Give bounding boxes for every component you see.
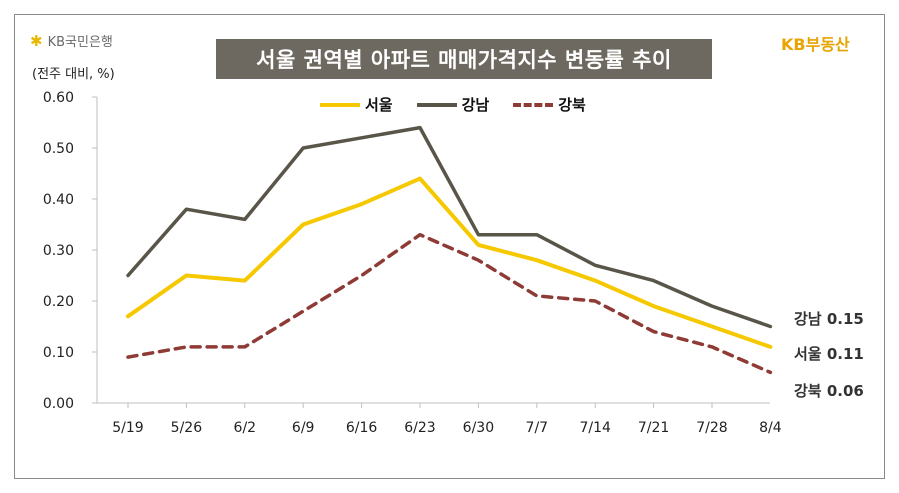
x-tick-label: 7/7	[526, 420, 549, 436]
y-axis-unit-label: (전주 대비, %)	[32, 67, 115, 82]
x-tick-label: 7/14	[579, 420, 611, 436]
series-line-seoul	[126, 176, 773, 349]
chart-title: 서울 권역별 아파트 매매가격지수 변동률 추이	[216, 39, 712, 79]
x-tick-label: 8/4	[759, 420, 782, 436]
x-tick-label: 5/19	[112, 420, 143, 436]
legend-swatch	[320, 102, 360, 107]
legend-item: 서울	[320, 94, 393, 115]
series-line-gangbuk	[126, 232, 773, 375]
x-tick-label: 6/30	[463, 420, 494, 436]
legend-swatch	[416, 102, 457, 107]
kb-star-icon: ✱	[30, 31, 43, 50]
y-tick-label: 0.10	[43, 345, 74, 361]
y-tick-label: 0.00	[43, 396, 74, 412]
x-tick-label: 6/23	[404, 420, 435, 436]
y-tick-label: 0.40	[43, 192, 74, 208]
kb-realestate-logo: KB부동산	[781, 35, 850, 54]
x-tick-label: 6/9	[292, 420, 315, 436]
legend-label: 강남	[461, 96, 490, 114]
x-tick-label: 7/21	[638, 420, 669, 436]
y-tick-label: 0.20	[43, 294, 74, 310]
legend-item: 강남	[416, 94, 490, 115]
end-value-label: 강남 0.15	[794, 310, 864, 328]
x-tick-label: 5/26	[171, 420, 203, 436]
y-tick-label: 0.50	[43, 141, 74, 157]
legend-label: 서울	[365, 96, 393, 114]
y-tick-label: 0.60	[43, 90, 74, 106]
x-tick-label: 6/2	[234, 420, 257, 436]
kb-bank-logo: ✱ KB국민은행	[30, 31, 113, 51]
legend-item: 강북	[513, 94, 586, 115]
chart-legend: 서울 강남 강북	[320, 94, 586, 115]
series-line-gangnam	[126, 125, 773, 329]
x-tick-label: 6/16	[346, 420, 378, 436]
end-value-label: 서울 0.11	[794, 345, 864, 363]
x-tick-label: 7/28	[696, 420, 727, 436]
y-tick-label: 0.30	[43, 243, 74, 259]
legend-swatch	[513, 102, 554, 107]
legend-label: 강북	[558, 96, 586, 114]
kb-bank-logo-text: KB국민은행	[47, 35, 113, 50]
end-value-label: 강북 0.06	[794, 382, 864, 400]
